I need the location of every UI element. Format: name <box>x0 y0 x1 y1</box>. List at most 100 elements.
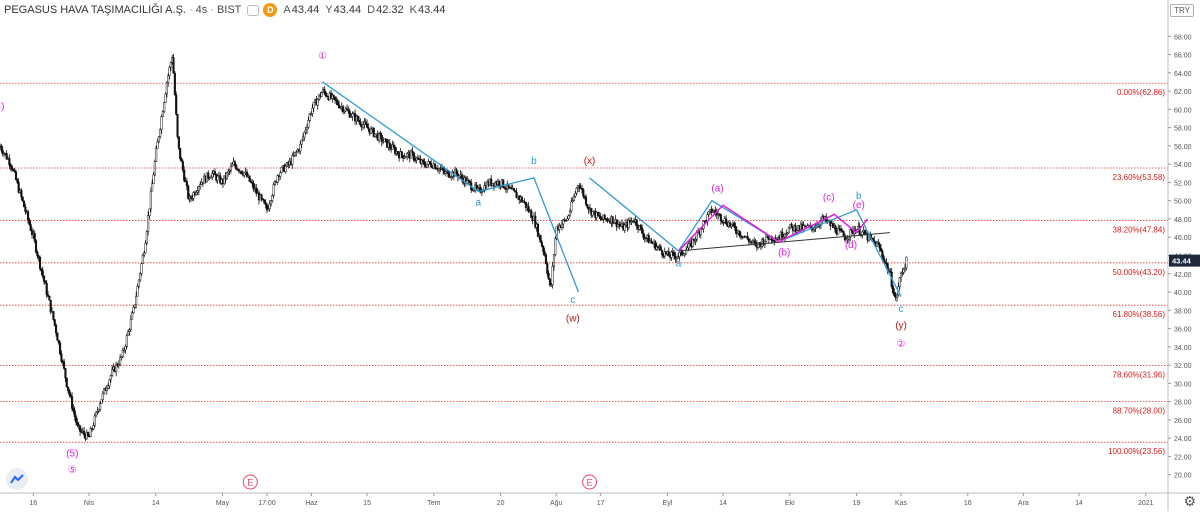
candle-body <box>245 171 248 178</box>
symbol-name[interactable]: PEGASUS HAVA TAŞIMACILIĞI A.Ş. <box>4 4 186 16</box>
candle-body <box>905 256 908 269</box>
candle-body <box>781 231 784 239</box>
candle-body <box>100 399 103 404</box>
candle-body <box>312 101 315 109</box>
candle-body <box>87 432 90 437</box>
time-tick-label: May <box>216 500 230 507</box>
candle-body <box>107 385 110 389</box>
candle-body <box>455 169 458 175</box>
price-tick-label: 20.00 <box>1174 473 1192 480</box>
candle-body <box>163 102 166 112</box>
candle-body <box>514 190 517 193</box>
fib-level-label: 0.00%(62.86) <box>1117 88 1165 97</box>
candle-body <box>96 410 99 413</box>
time-tick-label: 17 <box>597 500 605 507</box>
ohlc-close-key: K <box>409 4 417 16</box>
candle-body <box>544 254 548 264</box>
candle-body <box>551 266 554 286</box>
candle-body <box>176 114 179 137</box>
time-tick-label: Eki <box>785 500 795 507</box>
candle-body <box>580 188 584 190</box>
candle-body <box>753 240 756 243</box>
candle-body <box>28 219 31 225</box>
candle-body <box>252 183 255 190</box>
candle-body <box>847 236 851 240</box>
candle-body <box>192 192 195 199</box>
candle-body <box>172 57 175 74</box>
candle-body <box>412 152 415 161</box>
time-tick-label: 19 <box>853 500 861 507</box>
candle-body <box>108 379 111 387</box>
candle-body <box>169 62 172 68</box>
candle-body <box>447 170 450 178</box>
candle-body <box>240 170 243 174</box>
price-tick-label: 28.00 <box>1174 400 1192 407</box>
currency-label[interactable]: TRY <box>1170 4 1194 17</box>
candle-body <box>187 185 190 199</box>
wave-label: ② <box>897 339 906 350</box>
time-tick-label: Tem <box>427 500 440 507</box>
candle-body <box>721 220 724 223</box>
candle-body <box>683 253 686 256</box>
interval-label[interactable]: 4s <box>195 4 208 16</box>
candle-body <box>901 272 904 274</box>
candle-body <box>155 148 158 162</box>
candle-body <box>542 246 545 252</box>
candle-body <box>55 324 58 334</box>
candle-body <box>562 219 565 225</box>
time-tick-label: Haz <box>305 500 318 507</box>
candle-body <box>324 91 327 97</box>
ohlc-low-value: 42.32 <box>376 4 404 16</box>
symbol-legend[interactable]: PEGASUS HAVA TAŞIMACILIĞI A.Ş. · 4s · BI… <box>4 3 452 17</box>
ohlc-high-value: 43.44 <box>333 4 362 16</box>
price-tick-label: 52.00 <box>1174 180 1192 187</box>
candle-body <box>147 215 150 232</box>
earnings-event-label: E <box>587 478 593 488</box>
candle-body <box>300 139 303 145</box>
candle-body <box>183 169 186 181</box>
candle-body <box>670 251 673 258</box>
candle-body <box>902 268 905 273</box>
exchange-label: BIST <box>216 4 242 16</box>
candle-body <box>410 150 413 159</box>
candle-body <box>475 184 478 189</box>
candle-body <box>560 223 564 228</box>
candle-body <box>197 186 200 192</box>
candle-body <box>316 99 319 106</box>
candle-body <box>273 181 277 185</box>
candle-body <box>370 128 373 134</box>
candle-body <box>185 181 188 187</box>
candle-body <box>109 375 112 381</box>
wave-label: (a) <box>711 184 723 195</box>
candle-body <box>156 141 159 149</box>
fib-level-label: 78.60%(31.96) <box>1113 370 1166 379</box>
candle-body <box>29 224 32 231</box>
price-tick-label: 24.00 <box>1174 436 1192 443</box>
price-tick-label: 22.00 <box>1174 454 1192 461</box>
visibility-toggle-icon[interactable] <box>247 4 260 16</box>
tradingview-logo-icon[interactable] <box>6 468 28 490</box>
candle-body <box>128 329 131 332</box>
candle-body <box>152 174 155 184</box>
candle-body <box>550 284 553 287</box>
candle-body <box>268 203 271 210</box>
candle-body <box>582 189 585 197</box>
price-tick-label: 66.00 <box>1174 53 1192 60</box>
candle-body <box>903 267 907 270</box>
settings-gear-icon[interactable]: ⚙ <box>1183 493 1196 509</box>
candle-body <box>225 172 228 180</box>
candle-body <box>303 131 306 138</box>
candle-body <box>627 220 630 228</box>
candle-body <box>121 350 124 357</box>
candle-body <box>235 165 238 170</box>
candle-body <box>786 232 789 235</box>
candle-body <box>834 225 837 233</box>
candle-body <box>503 186 506 189</box>
candle-body <box>140 263 143 274</box>
candle-body <box>347 109 350 112</box>
candle-body <box>567 215 570 220</box>
candle-body <box>642 232 645 238</box>
delayed-badge[interactable]: D <box>263 3 278 17</box>
